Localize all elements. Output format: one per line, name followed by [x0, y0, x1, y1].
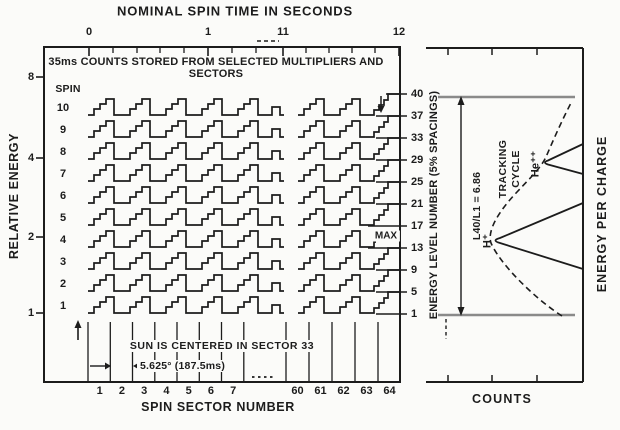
spin-waveform: [88, 181, 400, 204]
ratio-label: L40/L1 = 6.86: [471, 171, 483, 241]
top-axis-title: NOMINAL SPIN TIME IN SECONDS: [117, 3, 353, 19]
ratio-arrow-bottom-head: [457, 307, 465, 316]
spin-number-label: 4: [59, 234, 67, 246]
spin-number-label: 6: [59, 190, 67, 202]
energy-level-label: 13: [411, 242, 424, 254]
tracking-cycle-line2: CYCLE: [510, 150, 522, 188]
energy-level-label: 37: [411, 110, 424, 122]
spin-number-label: 1: [59, 300, 67, 312]
spin-waveform: [88, 230, 376, 248]
energy-level-label: 33: [411, 132, 424, 144]
spin-number-label: 10: [56, 102, 70, 114]
sector-number-label: 2: [118, 385, 125, 397]
spin-waveform: [88, 203, 400, 226]
left-axis-tick-label: 4: [27, 152, 35, 164]
sector-number-label: 7: [230, 385, 237, 397]
energy-level-label: 17: [411, 220, 424, 232]
he-plus-plus-label: He⁺⁺: [529, 150, 542, 178]
bottom-axis-title: SPIN SECTOR NUMBER: [141, 400, 295, 414]
left-axis-tick-label: 8: [27, 71, 35, 83]
sector-number-label: 64: [383, 385, 396, 397]
left-axis-tick-label: 1: [27, 307, 35, 319]
main-panel-border: [43, 46, 401, 383]
max-label: MAX: [371, 230, 401, 242]
sector-number-label: 3: [141, 385, 148, 397]
sector-number-label: 60: [291, 385, 304, 397]
spin-number-label: 3: [59, 256, 67, 268]
counts-axis-title: COUNTS: [472, 392, 532, 406]
spin-number-label: 8: [59, 146, 67, 158]
max-level-arrow-head: [377, 106, 385, 113]
spin-waveform: [88, 115, 400, 138]
tracking-cycle-envelope-curve: [489, 100, 573, 317]
spin-number-label: 5: [59, 212, 67, 224]
energy-level-label: 21: [411, 198, 424, 210]
sun-arrow-head: [74, 320, 82, 328]
spin-waveform: [88, 137, 400, 160]
energy-level-label: 5: [411, 286, 418, 298]
top-axis-tick-label: 0: [85, 26, 93, 38]
he-plus-plus-peak-curve: [544, 143, 584, 175]
top-axis-tick-label: 12: [392, 26, 406, 38]
ratio-arrow-top-head: [457, 96, 465, 105]
spin-number-label: 9: [59, 124, 67, 136]
sector-number-label: 63: [360, 385, 373, 397]
sector-number-label: 5: [185, 385, 192, 397]
top-axis-tick-label: 1: [204, 26, 212, 38]
spin-number-label: 7: [59, 168, 67, 180]
tracking-cycle-line1: TRACKING: [497, 139, 509, 199]
spin-waveform: [88, 269, 400, 292]
energy-per-charge-axis-title: ENERGY PER CHARGE: [595, 135, 609, 293]
sector-width-note: 5.625° (187.5ms): [137, 360, 229, 372]
energy-level-label: 40: [411, 88, 424, 100]
h-plus-peak-curve: [494, 202, 584, 270]
sector-number-label: 62: [337, 385, 350, 397]
sector-number-label: 1: [96, 385, 103, 397]
top-axis-tick-label: 11: [277, 26, 289, 38]
spin-waveform: [88, 291, 400, 314]
sun-centered-note: SUN IS CENTERED IN SECTOR 33: [126, 340, 318, 352]
spin-number-label: 2: [59, 278, 67, 290]
left-axis-tick-label: 2: [27, 231, 35, 243]
spin-waveform: [88, 159, 400, 182]
energy-level-label: 29: [411, 154, 424, 166]
relative-energy-axis-title: RELATIVE ENERGY: [7, 132, 21, 260]
energy-level-label: 9: [411, 264, 418, 276]
sector-number-label: 4: [163, 385, 170, 397]
sector-width-arrow-right-head: [105, 362, 111, 370]
spin-column-header: SPIN: [55, 83, 81, 95]
energy-level-axis-title: ENERGY LEVEL NUMBER (5% SPACINGS): [428, 90, 440, 320]
energy-level-label: 1: [411, 308, 418, 320]
panel-caption-line1: 35ms COUNTS STORED FROM SELECTED MULTIPL…: [48, 56, 384, 68]
sector-number-label: 6: [207, 385, 214, 397]
sector-number-label: 61: [314, 385, 327, 397]
tracking-cycle-label: TRACKING CYCLE: [497, 140, 523, 199]
panel-caption-line2: SECTORS: [188, 68, 244, 80]
energy-level-label: 25: [411, 176, 424, 188]
spin-waveform: [88, 247, 400, 270]
h-plus-label: H⁺: [481, 233, 494, 249]
